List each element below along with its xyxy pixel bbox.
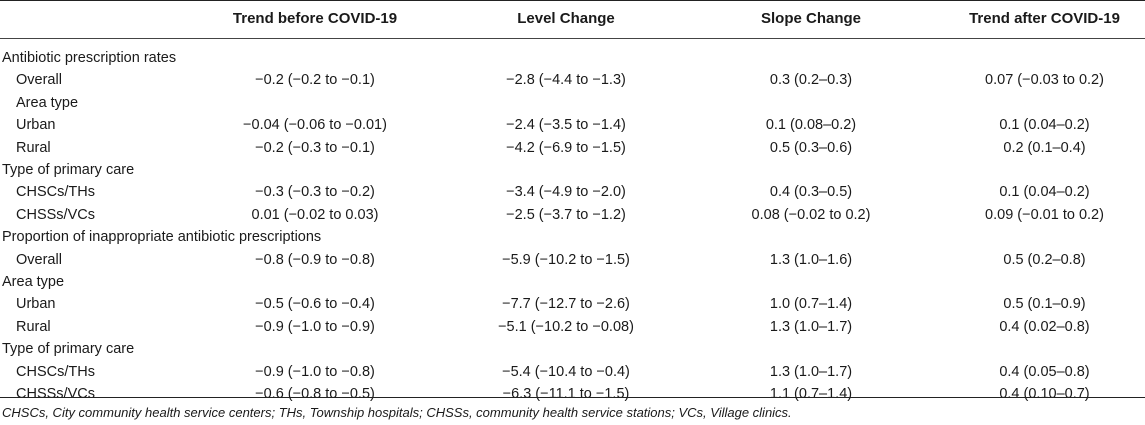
table-row: Area type xyxy=(0,271,1145,294)
cell-trend-before: −0.04 (−0.06 to −0.01) xyxy=(243,117,387,134)
cell-slope-change: 1.1 (0.7–1.4) xyxy=(769,386,853,402)
cell-slope-change: 0.1 (0.08–0.2) xyxy=(765,117,857,134)
cell-slope-change: 1.3 (1.0–1.7) xyxy=(769,318,853,335)
table-row: Rural −0.9 (−1.0 to −0.9) −5.1 (−10.2 to −… xyxy=(0,316,1145,339)
table-row: CHSCs/THs −0.3 (−0.3 to −0.2) −3.4 (−4.9 t… xyxy=(0,181,1145,204)
table-row: Overall −0.2 (−0.2 to −0.1) −2.8 (−4.4 to … xyxy=(0,69,1145,92)
cell-level-change: −7.7 (−12.7 to −2.6) xyxy=(502,296,630,313)
header-slope-change: Slope Change xyxy=(760,10,861,27)
header-level-change: Level Change xyxy=(517,10,615,27)
cell-level-change: −2.8 (−4.4 to −1.3) xyxy=(506,72,626,89)
row-label: Proportion of inappropriate antibiotic p… xyxy=(2,229,322,246)
table-row: Area type xyxy=(0,92,1145,115)
table-row: Antibiotic prescription rates xyxy=(0,47,1145,70)
cell-level-change: −3.4 (−4.9 to −2.0) xyxy=(506,184,626,201)
table-row: Type of primary care xyxy=(0,338,1145,361)
row-label: Rural xyxy=(16,318,51,335)
table-row: Rural −0.2 (−0.3 to −0.1) −4.2 (−6.9 to −1… xyxy=(0,137,1145,160)
cell-trend-before: −0.8 (−0.9 to −0.8) xyxy=(255,251,375,268)
cell-level-change: −6.3 (−11.1 to −1.5) xyxy=(502,386,630,402)
cell-trend-after: 0.2 (0.1–0.4) xyxy=(1003,139,1086,156)
cell-slope-change: 0.3 (0.2–0.3) xyxy=(769,72,853,89)
cell-slope-change: 1.3 (1.0–1.6) xyxy=(769,251,853,268)
row-label: Type of primary care xyxy=(2,341,135,358)
table-row: Urban −0.5 (−0.6 to −0.4) −7.7 (−12.7 to −… xyxy=(0,293,1145,316)
cell-level-change: −5.9 (−10.2 to −1.5) xyxy=(502,251,630,268)
cell-slope-change: 0.5 (0.3–0.6) xyxy=(769,139,853,156)
cell-trend-before: −0.5 (−0.6 to −0.4) xyxy=(255,296,375,313)
cell-level-change: −2.5 (−3.7 to −1.2) xyxy=(506,206,626,223)
header-trend-before: Trend before COVID-19 xyxy=(232,10,398,27)
cell-slope-change: 1.0 (0.7–1.4) xyxy=(769,296,853,313)
cell-trend-before: −0.2 (−0.2 to −0.1) xyxy=(255,72,375,89)
cell-trend-before: −0.2 (−0.3 to −0.1) xyxy=(255,139,375,156)
cell-trend-after: 0.4 (0.05–0.8) xyxy=(999,363,1090,380)
row-label: CHSCs/THs xyxy=(16,363,95,380)
cell-level-change: −2.4 (−3.5 to −1.4) xyxy=(506,117,626,134)
cell-trend-before: 0.01 (−0.02 to 0.03) xyxy=(251,206,379,223)
header-trend-after: Trend after COVID-19 xyxy=(969,10,1120,27)
row-label: Overall xyxy=(16,251,62,268)
cell-trend-before: −0.9 (−1.0 to −0.8) xyxy=(255,363,375,380)
cell-trend-after: 0.5 (0.1–0.9) xyxy=(1003,296,1086,313)
row-label: Area type xyxy=(16,94,79,111)
cell-trend-before: −0.9 (−1.0 to −0.9) xyxy=(255,318,375,335)
row-label: Urban xyxy=(16,296,56,313)
cell-slope-change: 1.3 (1.0–1.7) xyxy=(769,363,853,380)
cell-slope-change: 0.4 (0.3–0.5) xyxy=(769,184,853,201)
row-label: Area type xyxy=(2,274,65,290)
row-label: CHSSs/VCs xyxy=(16,386,95,402)
cell-trend-after: 0.1 (0.04–0.2) xyxy=(999,117,1090,134)
cell-trend-after: 0.4 (0.10–0.7) xyxy=(999,386,1090,402)
cell-level-change: −5.1 (−10.2 to −0.08) xyxy=(498,318,634,335)
table-row: Overall −0.8 (−0.9 to −0.8) −5.9 (−10.2 to… xyxy=(0,249,1145,272)
cell-trend-after: 0.4 (0.02–0.8) xyxy=(999,318,1090,335)
row-label: Type of primary care xyxy=(2,162,135,178)
row-label: CHSCs/THs xyxy=(16,184,95,201)
table-row: CHSSs/VCs −0.6 (−0.8 to −0.5) −6.3 (−11.1 … xyxy=(0,383,1145,406)
row-label: Overall xyxy=(16,72,62,89)
cell-trend-after: 0.07 (−0.03 to 0.2) xyxy=(985,72,1104,89)
table-row: CHSCs/THs −0.9 (−1.0 to −0.8) −5.4 (−10.4 … xyxy=(0,361,1145,384)
row-label: Rural xyxy=(16,139,51,156)
header-rule xyxy=(0,38,1145,39)
cell-trend-before: −0.6 (−0.8 to −0.5) xyxy=(255,386,375,402)
cell-trend-before: −0.3 (−0.3 to −0.2) xyxy=(255,184,375,201)
table-row: Proportion of inappropriate antibiotic p… xyxy=(0,226,1145,249)
row-label: Antibiotic prescription rates xyxy=(2,50,177,66)
table-header: Trend before COVID-19 Level Change Slope… xyxy=(0,0,1145,38)
table-row: Type of primary care xyxy=(0,159,1145,182)
cell-level-change: −4.2 (−6.9 to −1.5) xyxy=(506,139,626,156)
cell-trend-after: 0.5 (0.2–0.8) xyxy=(1003,251,1086,268)
row-label: CHSSs/VCs xyxy=(16,206,95,223)
table-row: Urban −0.04 (−0.06 to −0.01) −2.4 (−3.5 to… xyxy=(0,114,1145,137)
cell-slope-change: 0.08 (−0.02 to 0.2) xyxy=(751,206,871,223)
cell-level-change: −5.4 (−10.4 to −0.4) xyxy=(502,363,630,380)
row-label: Urban xyxy=(16,117,56,134)
cell-trend-after: 0.1 (0.04–0.2) xyxy=(999,184,1090,201)
bottom-rule xyxy=(0,397,1145,398)
cell-trend-after: 0.09 (−0.01 to 0.2) xyxy=(985,206,1104,223)
table-row: CHSSs/VCs 0.01 (−0.02 to 0.03) −2.5 (−3.7 … xyxy=(0,204,1145,227)
top-rule xyxy=(0,0,1145,1)
footnote: CHSCs, City community health service cen… xyxy=(2,405,792,420)
